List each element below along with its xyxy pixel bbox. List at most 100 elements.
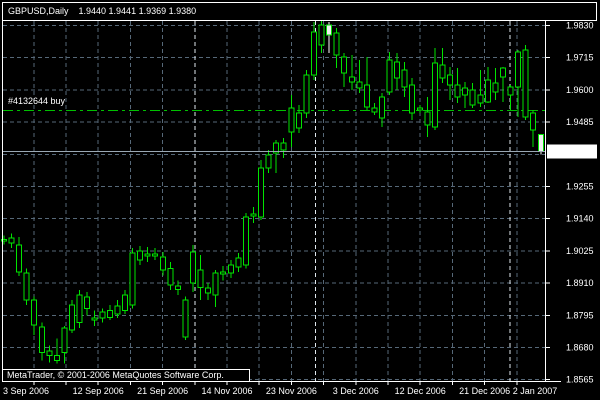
candle-body <box>182 299 189 338</box>
date-axis-label: 21 Dec 2006 <box>459 386 510 396</box>
price-axis-label: 1.8565 <box>566 375 594 385</box>
candle-body <box>386 59 393 93</box>
candle-body <box>371 107 378 113</box>
candle-body <box>318 24 325 46</box>
candle-body <box>8 237 15 244</box>
candle-body <box>174 285 181 290</box>
candle-body <box>144 253 151 257</box>
candle-body <box>295 112 302 129</box>
candle-body <box>462 87 469 96</box>
date-axis-label: 2 Jan 2007 <box>513 386 558 396</box>
candle-body <box>46 350 53 356</box>
candle-body <box>447 74 454 86</box>
candle-body <box>409 84 416 114</box>
date-axis-label: 12 Dec 2006 <box>395 386 446 396</box>
candle-body <box>394 61 401 79</box>
price-axis-label: 1.9485 <box>566 117 594 127</box>
candle-body <box>492 82 499 93</box>
candle-body <box>341 56 348 74</box>
candle-body <box>114 305 121 315</box>
candle-body <box>212 272 219 296</box>
candle-body <box>220 271 227 275</box>
candle-body <box>280 142 287 151</box>
candle-body <box>16 244 23 273</box>
candle-body <box>537 134 544 152</box>
copyright-box: MetaTrader, © 2001-2006 MetaQuotes Softw… <box>2 369 250 382</box>
ohlc-values: 1.9440 1.9441 1.9369 1.9380 <box>78 6 197 16</box>
candle-body <box>477 94 484 104</box>
date-axis-label: 23 Nov 2006 <box>266 386 317 396</box>
candle-body <box>129 252 136 306</box>
candle-body <box>152 253 159 257</box>
candle-body <box>76 294 83 323</box>
buy-order-label: #4132644 buy <box>8 96 66 106</box>
candle-body <box>69 304 76 331</box>
candle-body <box>121 294 128 311</box>
candle-body <box>439 64 446 79</box>
candle-body <box>38 326 45 353</box>
candle-body <box>106 309 113 318</box>
candle-body <box>454 84 461 98</box>
candle-body <box>416 107 423 111</box>
candle-body <box>159 256 166 271</box>
price-axis-label: 1.9600 <box>566 85 594 95</box>
copyright-text: MetaTrader, © 2001-2006 MetaQuotes Softw… <box>7 370 224 380</box>
candle-body <box>31 299 38 326</box>
candle-body <box>250 213 257 217</box>
candle-body <box>167 267 174 286</box>
candle-body <box>205 287 212 294</box>
price-axis-label: 1.9830 <box>566 21 594 31</box>
candle-body <box>235 257 242 268</box>
candle-body <box>356 81 363 89</box>
candle-body <box>258 167 265 218</box>
date-axis-label: 14 Nov 2006 <box>201 386 252 396</box>
candle-body <box>53 354 60 361</box>
candle-body <box>530 112 537 131</box>
candle-body <box>61 327 68 353</box>
candle-body <box>522 49 529 118</box>
current-price-value: 1.9380 <box>560 147 588 157</box>
candle-body <box>333 32 340 56</box>
candle-body <box>401 69 408 88</box>
candle-body <box>91 317 98 321</box>
candle-body <box>227 264 234 274</box>
candle-body <box>507 86 514 96</box>
candle-body <box>310 31 317 76</box>
candle-body <box>326 24 333 36</box>
symbol-period-label: GBPUSD,Daily <box>8 6 69 16</box>
price-axis-label: 1.8795 <box>566 310 594 320</box>
candle-body <box>242 216 249 266</box>
candle-body <box>469 89 476 106</box>
candle-body <box>197 269 204 288</box>
candle-body <box>99 311 106 319</box>
price-axis-label: 1.8910 <box>566 278 594 288</box>
candle-body <box>499 67 506 78</box>
candle-body <box>484 79 491 103</box>
date-axis-label: 3 Dec 2006 <box>333 386 379 396</box>
price-axis-label: 1.8680 <box>566 343 594 353</box>
price-axis-label: 1.9140 <box>566 214 594 224</box>
candle-body <box>515 51 522 88</box>
candle-body <box>23 272 30 301</box>
candle-body <box>424 111 431 126</box>
candle-body <box>363 84 370 108</box>
candle-body <box>379 96 385 119</box>
chart-title-bar: GBPUSD,Daily 1.9440 1.9441 1.9369 1.9380 <box>2 2 597 21</box>
candle-body <box>265 154 272 169</box>
price-axis-label: 1.9715 <box>566 53 594 63</box>
price-axis-label: 1.9025 <box>566 246 594 256</box>
date-axis-label: 3 Sep 2006 <box>3 386 49 396</box>
candle-body <box>431 62 438 128</box>
candle-body <box>84 296 91 309</box>
date-axis-label: 21 Sep 2006 <box>137 386 188 396</box>
price-axis-label: 1.9255 <box>566 182 594 192</box>
candle-body <box>137 250 144 261</box>
candle-body <box>190 251 196 284</box>
date-axis-label: 12 Sep 2006 <box>73 386 124 396</box>
candle-body <box>348 76 355 83</box>
candle-body <box>303 74 310 114</box>
current-price-badge <box>547 144 597 159</box>
candle-body <box>288 107 295 133</box>
